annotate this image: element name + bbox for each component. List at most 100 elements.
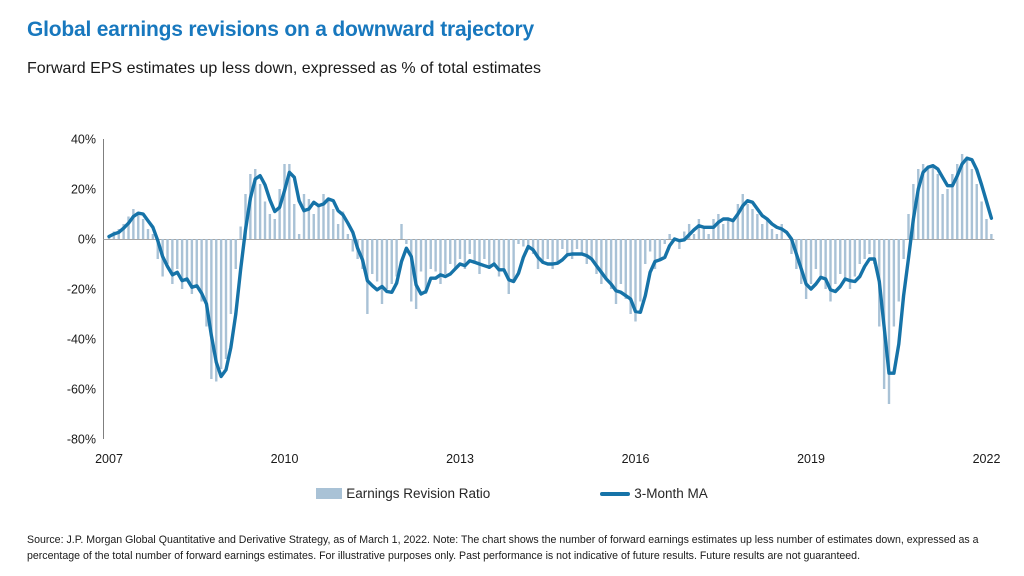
x-axis-tick-label: 2010 [271, 452, 299, 466]
revision-ratio-bar [434, 239, 437, 272]
y-axis-tick-label: 20% [71, 183, 96, 197]
revision-ratio-bar [624, 239, 627, 299]
revision-ratio-bar [707, 234, 710, 239]
revision-ratio-bar [517, 239, 520, 244]
revision-ratio-bar [351, 239, 354, 252]
revision-ratio-bar [629, 239, 632, 314]
revision-ratio-bar [702, 229, 705, 239]
revision-ratio-bar [483, 239, 486, 259]
revision-ratio-bar [907, 214, 910, 239]
revision-ratio-bar [765, 219, 769, 239]
revision-ratio-bar [449, 239, 452, 264]
revision-ratio-bar [926, 169, 930, 239]
revision-ratio-bar [507, 239, 510, 294]
revision-ratio-bar [439, 239, 442, 284]
revision-ratio-bar [224, 239, 228, 359]
revision-ratio-bar [746, 204, 749, 239]
y-axis-tick-label: -60% [67, 383, 96, 397]
revision-ratio-bar [293, 204, 296, 239]
revision-ratio-bar [424, 239, 428, 294]
revision-ratio-bar [478, 239, 481, 274]
revision-ratio-bar [736, 204, 740, 239]
revision-ratio-bar [609, 239, 613, 289]
revision-ratio-bar [395, 239, 398, 277]
revision-ratio-bar [990, 234, 993, 239]
revision-ratio-bar [951, 174, 954, 239]
revision-ratio-bar [717, 214, 720, 239]
revision-ratio-bar [468, 239, 471, 254]
revision-ratio-bar [868, 239, 871, 254]
revision-ratio-bar [429, 239, 432, 269]
revision-ratio-bar [858, 239, 861, 264]
revision-ratio-bar [985, 219, 988, 239]
revision-ratio-bar [151, 234, 155, 239]
revision-ratio-bar [834, 239, 837, 284]
y-axis-tick-label: -20% [67, 283, 96, 297]
moving-average-line [107, 156, 994, 379]
revision-ratio-bar [595, 239, 598, 274]
revision-ratio-bar [132, 209, 135, 239]
revision-ratio-bar [722, 224, 725, 239]
revision-ratio-bar [678, 239, 681, 249]
revision-ratio-bar [146, 229, 150, 239]
revision-ratio-bar [497, 239, 501, 277]
revision-ratio-bar [239, 226, 242, 239]
bar-swatch-icon [316, 488, 343, 499]
revision-ratio-bar [463, 239, 467, 269]
revision-ratio-bar [458, 239, 462, 259]
revision-ratio-bar [522, 239, 525, 247]
revision-ratio-bar [302, 194, 306, 239]
revision-ratio-bar [419, 239, 423, 272]
revision-ratio-bar [156, 239, 159, 259]
revision-ratio-bar [570, 239, 574, 259]
revision-ratio-bar [297, 234, 301, 239]
revision-ratio-bar [761, 224, 764, 239]
revision-ratio-bar [561, 239, 564, 249]
revision-ratio-bar [400, 224, 403, 239]
revision-ratio-bar [332, 209, 335, 239]
revision-ratio-bar [219, 239, 223, 369]
revision-ratio-bar [819, 239, 822, 279]
revision-ratio-bar [488, 239, 491, 269]
revision-ratio-bar [644, 239, 647, 264]
chart-title: Global earnings revisions on a downward … [27, 18, 534, 41]
revision-ratio-bar [970, 169, 974, 239]
revision-ratio-bar [473, 239, 476, 264]
revision-ratio-bar [917, 169, 920, 239]
revision-ratio-bar [210, 239, 213, 379]
revision-ratio-bar [414, 239, 418, 309]
revision-ratio-bar [541, 239, 545, 264]
revision-ratio-bar [390, 239, 393, 284]
revision-ratio-bar [307, 199, 311, 239]
revision-ratio-bar [829, 239, 832, 302]
revision-ratio-bar [278, 189, 281, 239]
revision-ratio-bar [288, 164, 291, 239]
revision-ratio-bar [585, 239, 588, 264]
x-axis-tick-label: 2013 [446, 452, 474, 466]
revision-ratio-bar [658, 239, 662, 259]
revision-ratio-bar [312, 214, 315, 239]
revision-ratio-bar [814, 239, 818, 269]
revision-ratio-bar [600, 239, 603, 284]
revision-ratio-bar [605, 239, 608, 279]
revision-ratio-bar [975, 184, 978, 239]
revision-ratio-bar [980, 201, 983, 239]
revision-ratio-bar [385, 239, 389, 289]
revision-ratio-bar [327, 199, 330, 239]
y-axis-tick-label: -80% [67, 433, 96, 447]
revision-ratio-bar [741, 194, 744, 239]
revision-ratio-bar [317, 204, 320, 239]
revision-ratio-bar [697, 219, 701, 239]
revision-ratio-bar [273, 219, 276, 239]
revision-ratio-bar [258, 184, 262, 239]
legend-item-ma: 3-Month MA [600, 486, 708, 501]
revision-ratio-bar [322, 194, 325, 239]
revision-ratio-bar [683, 231, 686, 239]
revision-ratio-bar [536, 239, 540, 269]
chart-subtitle: Forward EPS estimates up less down, expr… [27, 60, 542, 77]
revision-ratio-bar [195, 239, 198, 284]
x-axis-tick-label: 2016 [622, 452, 650, 466]
revision-ratio-bar [619, 239, 623, 284]
